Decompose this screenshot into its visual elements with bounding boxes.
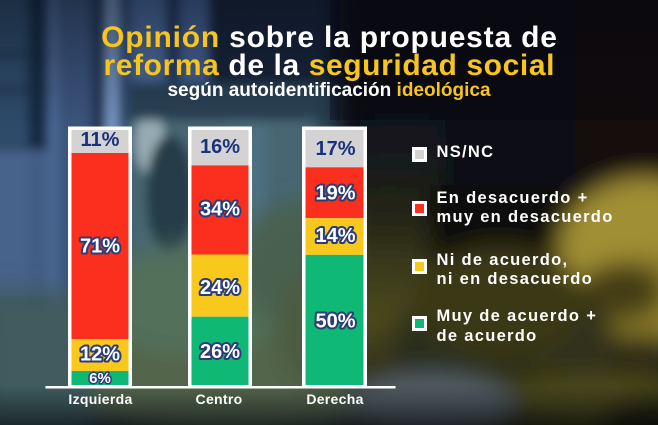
- svg-text:6%: 6%: [89, 370, 111, 387]
- svg-text:50%: 50%: [315, 310, 355, 332]
- svg-text:14%: 14%: [315, 225, 355, 247]
- svg-text:11%: 11%: [81, 129, 120, 151]
- svg-text:26%: 26%: [200, 341, 240, 363]
- svg-text:24%: 24%: [200, 277, 240, 299]
- svg-text:17%: 17%: [315, 138, 355, 160]
- svg-text:12%: 12%: [80, 344, 120, 366]
- svg-text:Derecha: Derecha: [306, 391, 363, 407]
- svg-text:Izquierda: Izquierda: [68, 391, 132, 407]
- svg-text:19%: 19%: [315, 183, 355, 205]
- svg-text:34%: 34%: [200, 199, 240, 221]
- svg-text:16%: 16%: [200, 136, 240, 158]
- svg-text:71%: 71%: [80, 236, 120, 258]
- svg-text:Centro: Centro: [196, 391, 243, 407]
